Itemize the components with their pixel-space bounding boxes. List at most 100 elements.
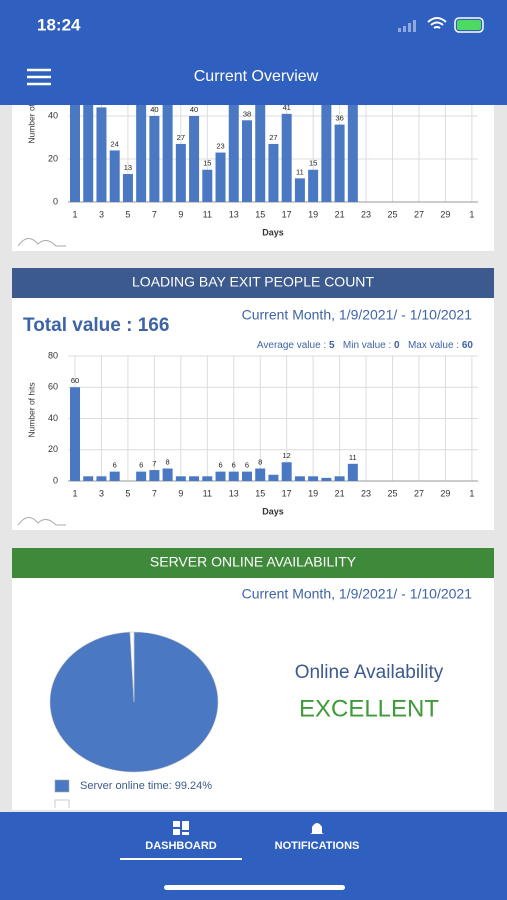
card-header (12, 268, 494, 298)
stats: Average value : 5 Min value : 0 Max valu… (257, 340, 474, 351)
x-tick-label: 5 (125, 209, 130, 219)
bar (83, 105, 94, 202)
x-tick-label: 1 (72, 209, 77, 219)
bar (189, 116, 200, 202)
x-tick-label: 25 (388, 488, 398, 498)
period: Current Month, 1/9/2021/ - 1/10/2021 (242, 586, 473, 602)
x-tick-label: 9 (178, 488, 183, 498)
data-label: 40 (190, 105, 198, 114)
card-title: LOADING BAY EXIT PEOPLE COUNT (132, 274, 374, 290)
data-label: 24 (111, 139, 119, 148)
bar (334, 124, 345, 202)
x-tick-label: 15 (255, 209, 265, 219)
logo-icon (17, 238, 66, 247)
total-value: Total value : 166 (23, 315, 169, 336)
data-label: 41 (283, 103, 291, 112)
status: EXCELLENT (299, 695, 439, 722)
x-tick-label: 13 (229, 488, 239, 498)
bar (136, 105, 147, 202)
menu-button[interactable] (27, 68, 51, 86)
x-tick-label: 1 (72, 488, 77, 498)
bar (70, 387, 80, 481)
bar (109, 150, 120, 202)
data-label: 27 (269, 133, 277, 142)
x-axis-label: Days (262, 227, 284, 237)
bar (268, 143, 279, 202)
bar (241, 471, 252, 481)
bar (136, 471, 147, 481)
bar (268, 474, 279, 481)
chart: Server online time: 99.24% (49, 631, 219, 808)
data-label: 11 (349, 453, 357, 462)
data-label: 6 (232, 461, 236, 470)
x-tick-label: 11 (203, 488, 212, 498)
x-tick-label: 11 (203, 209, 212, 219)
data-label: 7 (152, 459, 156, 468)
data-label: 23 (216, 142, 224, 151)
bar (109, 471, 120, 481)
bar (70, 105, 80, 202)
bar (308, 169, 319, 202)
data-label: 13 (124, 163, 132, 172)
y-axis-label: Number of hits (26, 88, 36, 143)
y-tick-label: 40 (48, 413, 58, 423)
bar (255, 468, 266, 481)
bar (281, 113, 292, 202)
x-tick-label: 13 (229, 209, 239, 219)
nav-label: DASHBOARD (145, 840, 217, 852)
nav-notifications[interactable]: NOTIFICATIONS (275, 823, 360, 852)
x-tick-label: 21 (335, 209, 345, 219)
data-label: 8 (258, 457, 262, 466)
y-tick-label: 60 (48, 382, 58, 392)
card-header (12, 548, 494, 578)
y-tick-label: 0 (53, 196, 58, 206)
header (0, 0, 507, 105)
x-tick-label: 25 (388, 209, 398, 219)
nav-dashboard[interactable]: DASHBOARD (120, 821, 242, 860)
x-tick-label: 27 (414, 209, 424, 219)
bar (321, 105, 332, 202)
y-tick-label: 20 (48, 153, 58, 163)
bar (241, 120, 252, 202)
data-label: 6 (218, 461, 222, 470)
nav-indicator (120, 858, 242, 860)
bar (96, 476, 107, 481)
data-label: 12 (283, 451, 291, 460)
x-tick-label: 15 (255, 488, 265, 498)
bar (175, 476, 186, 481)
data-label: 40 (150, 105, 158, 114)
home-indicator (164, 885, 345, 890)
bar (202, 476, 213, 481)
x-tick-label: 1 (469, 488, 474, 498)
x-tick-label: 7 (152, 209, 157, 219)
bar (281, 462, 292, 481)
battery-icon (454, 17, 484, 33)
data-label: 6 (139, 461, 143, 470)
y-tick-label: 20 (48, 444, 58, 454)
data-label: 27 (177, 133, 185, 142)
y-axis-label: Number of hits (26, 382, 36, 437)
x-tick-label: 1 (469, 209, 474, 219)
data-label: 15 (203, 159, 211, 168)
x-tick-label: 7 (152, 488, 157, 498)
data-label: 8 (166, 457, 170, 466)
x-tick-label: 3 (99, 209, 104, 219)
x-tick-label: 9 (178, 209, 183, 219)
bar (215, 152, 226, 202)
bar (228, 105, 239, 202)
legend-label: Server online time: 99.24% (80, 780, 212, 792)
notification-icon (310, 823, 324, 834)
data-label: 38 (243, 109, 251, 118)
x-tick-label: 3 (99, 488, 104, 498)
logo-icon (17, 517, 66, 526)
bar (202, 169, 213, 202)
bar (255, 105, 266, 202)
legend-swatch (54, 799, 70, 808)
period: Current Month, 1/9/2021/ - 1/10/2021 (242, 307, 473, 323)
bar (347, 463, 358, 481)
x-tick-label: 23 (361, 209, 371, 219)
x-tick-label: 29 (440, 209, 450, 219)
